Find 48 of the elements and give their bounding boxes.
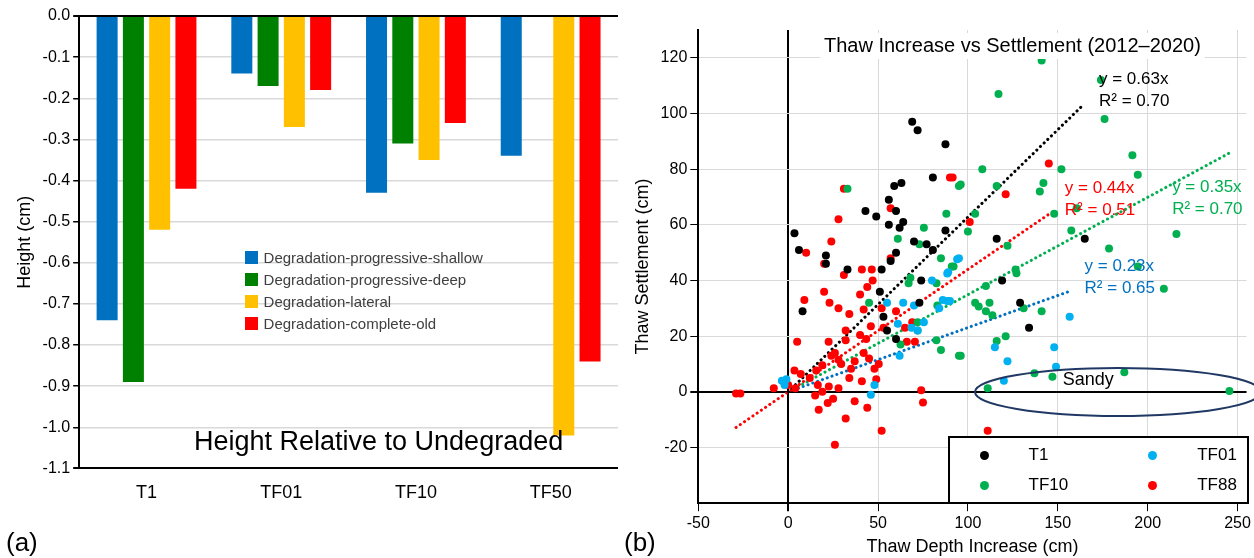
legend-label: Degradation-lateral — [263, 293, 392, 311]
y-tick-label: -0.5 — [42, 212, 71, 230]
x-tick-label: -50 — [686, 514, 710, 532]
text: (a) — [6, 527, 38, 558]
y-tick-label: 60 — [669, 215, 688, 233]
legend-label: Degradation-complete-old — [263, 315, 437, 333]
x-tick-label: TF01 — [260, 482, 303, 503]
x-axis-title: Thaw Depth Increase (cm) — [866, 536, 1079, 557]
y-tick-label: -0.8 — [42, 335, 71, 353]
x-tick-label: TF50 — [529, 482, 572, 503]
legend-label: T1 — [1028, 445, 1049, 466]
y-tick-label: -0.3 — [42, 129, 71, 147]
x-tick-label: 150 — [1044, 514, 1072, 532]
x-tick-label: T1 — [136, 482, 158, 503]
y-tick-label: -0.1 — [42, 47, 71, 65]
y-tick-label: -20 — [664, 437, 688, 455]
series-label: y = 0.23x R² = 0.65 — [1084, 255, 1155, 297]
legend-label: Degradation-progressive-deep — [263, 271, 467, 289]
annotation: Sandy — [1062, 368, 1114, 390]
y-tick-label: 120 — [660, 48, 688, 66]
y-tick-label: -1.0 — [42, 417, 71, 435]
chart-title: Thaw Increase vs Settlement (2012–2020) — [823, 33, 1201, 56]
y-tick-label: 100 — [660, 103, 688, 121]
text: (b) — [624, 527, 656, 558]
legend-label: TF88 — [1197, 475, 1237, 496]
y-tick-label: -0.4 — [42, 170, 71, 188]
x-tick-label: 50 — [869, 514, 888, 532]
y-tick-label: -1.1 — [42, 458, 71, 476]
x-tick-label: TF10 — [394, 482, 437, 503]
y-tick-label: 0.0 — [47, 6, 71, 24]
y-tick-label: -0.6 — [42, 253, 71, 271]
y-axis-title: Height (cm) — [13, 195, 34, 289]
series-label: y = 0.35x R² = 0.70 — [1172, 176, 1243, 218]
y-axis-title: Thaw Settlement (cm) — [631, 178, 652, 355]
x-tick-label: 100 — [954, 514, 982, 532]
y-tick-label: -0.2 — [42, 88, 71, 106]
y-tick-label: -0.9 — [42, 376, 71, 394]
x-tick-label: 0 — [783, 514, 793, 532]
legend-label: Degradation-progressive-shallow — [263, 249, 483, 267]
text: Height Relative to Undegraded — [193, 426, 564, 457]
y-tick-label: 20 — [669, 326, 688, 344]
x-tick-label: 200 — [1134, 514, 1162, 532]
y-tick-label: 0 — [678, 382, 688, 400]
y-tick-label: 40 — [669, 270, 688, 288]
y-tick-label: 80 — [669, 159, 688, 177]
y-tick-label: -0.7 — [42, 294, 71, 312]
legend-label: TF01 — [1197, 445, 1237, 466]
x-tick-label: 250 — [1224, 514, 1251, 532]
